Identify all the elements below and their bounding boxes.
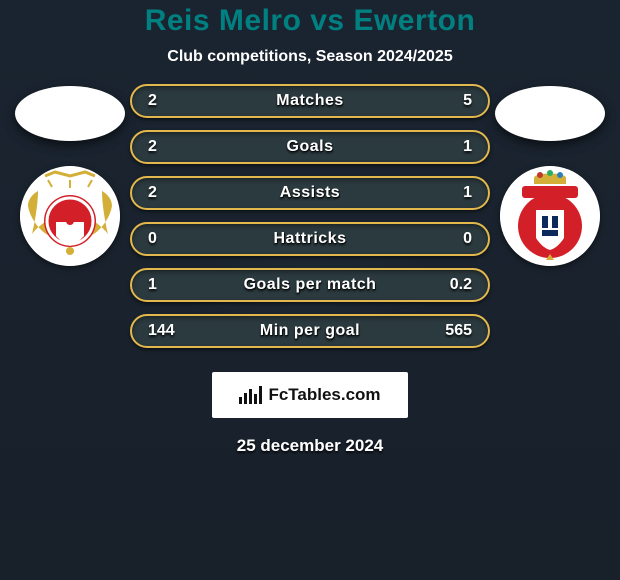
stat-label: Min per goal — [260, 322, 360, 340]
stat-label: Assists — [280, 184, 340, 202]
stat-row: 0 Hattricks 0 — [130, 222, 490, 256]
stat-right-value: 565 — [445, 322, 472, 340]
stat-right-value: 1 — [463, 138, 472, 156]
left-player-column — [10, 84, 130, 266]
benfica-crest-icon — [20, 166, 120, 266]
stats-column: 2 Matches 5 2 Goals 1 2 Assists 1 0 Hatt… — [130, 84, 490, 348]
stat-right-value: 5 — [463, 92, 472, 110]
stat-row: 2 Assists 1 — [130, 176, 490, 210]
penafiel-crest-icon — [500, 166, 600, 266]
stat-right-value: 1 — [463, 184, 472, 202]
stat-left-value: 2 — [148, 92, 157, 110]
bar-chart-icon — [239, 386, 262, 404]
left-flag — [15, 86, 125, 141]
subtitle: Club competitions, Season 2024/2025 — [0, 48, 620, 66]
right-club-crest — [500, 166, 600, 266]
stat-row: 2 Matches 5 — [130, 84, 490, 118]
stat-left-value: 144 — [148, 322, 175, 340]
left-club-crest — [20, 166, 120, 266]
date-text: 25 december 2024 — [0, 436, 620, 456]
stat-row: 144 Min per goal 565 — [130, 314, 490, 348]
right-flag — [495, 86, 605, 141]
stat-right-value: 0.2 — [450, 276, 472, 294]
stat-label: Goals — [287, 138, 334, 156]
stat-row: 2 Goals 1 — [130, 130, 490, 164]
badge-text: FcTables.com — [268, 385, 380, 405]
stat-left-value: 1 — [148, 276, 157, 294]
stat-label: Goals per match — [244, 276, 377, 294]
stat-label: Matches — [276, 92, 344, 110]
stat-left-value: 2 — [148, 138, 157, 156]
stat-left-value: 2 — [148, 184, 157, 202]
stat-left-value: 0 — [148, 230, 157, 248]
page-title: Reis Melro vs Ewerton — [0, 4, 620, 38]
stat-right-value: 0 — [463, 230, 472, 248]
fctables-badge: FcTables.com — [212, 372, 408, 418]
right-player-column — [490, 84, 610, 266]
stat-label: Hattricks — [274, 230, 347, 248]
stat-row: 1 Goals per match 0.2 — [130, 268, 490, 302]
